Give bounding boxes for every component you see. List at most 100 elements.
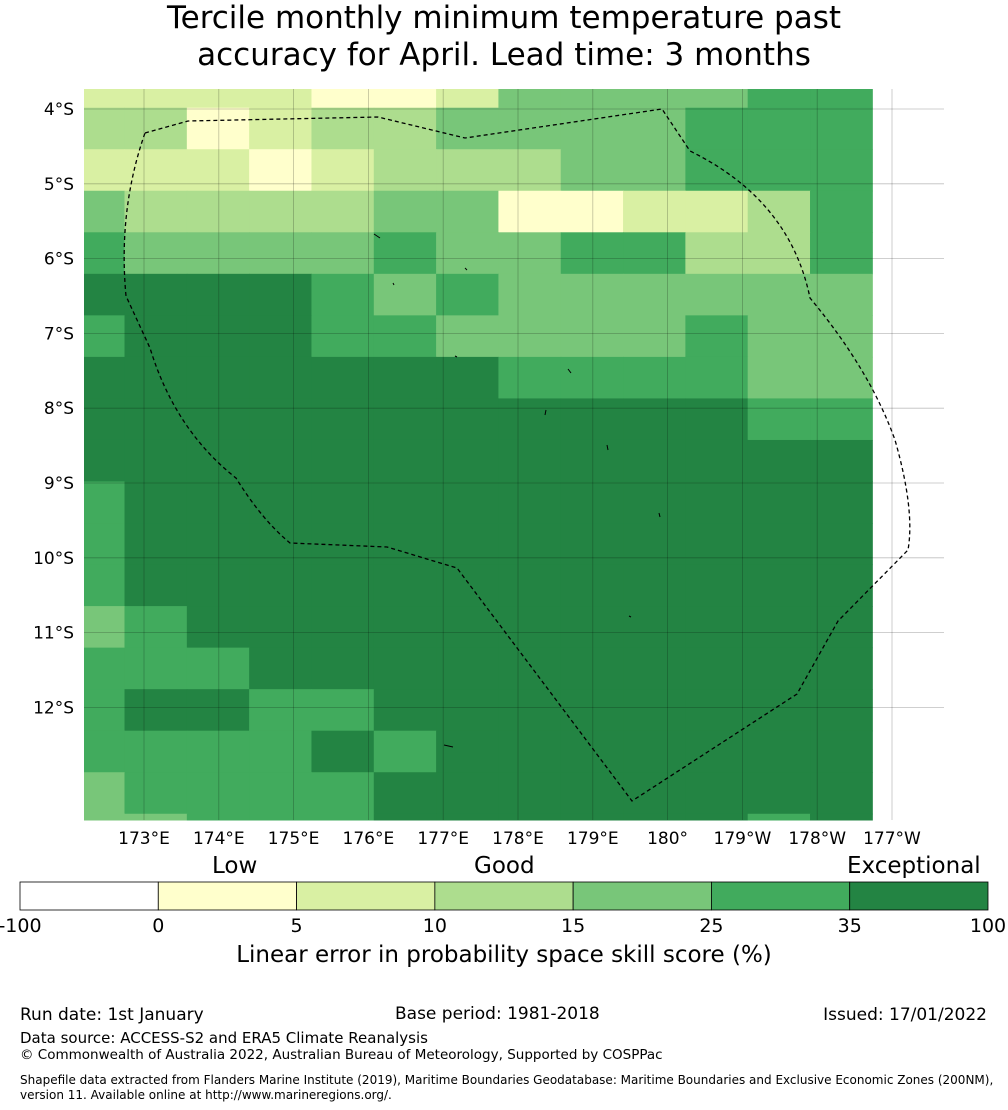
grid-cell — [560, 398, 624, 441]
grid-cell — [810, 89, 873, 109]
grid-cell — [685, 564, 749, 607]
grid-cell — [311, 689, 375, 732]
grid-cell — [124, 647, 188, 690]
grid-cell — [124, 273, 188, 316]
grid-cell — [373, 813, 437, 821]
grid-cell — [623, 273, 686, 316]
grid-cell — [685, 356, 749, 399]
island — [464, 267, 468, 271]
grid-cell — [685, 232, 749, 275]
longitude-label: 179°W — [714, 829, 772, 849]
grid-cell — [623, 647, 686, 690]
grid-cell — [623, 523, 686, 566]
grid-cell — [311, 356, 375, 399]
grid-cell — [623, 356, 686, 399]
grid-cell — [311, 772, 375, 815]
grid-cell — [498, 232, 562, 275]
island — [454, 355, 458, 358]
grid-cell — [810, 730, 873, 773]
grid-cell — [623, 149, 686, 192]
grid-cell — [810, 689, 873, 732]
island — [373, 233, 381, 239]
grid-cell — [373, 398, 437, 441]
grid-cell — [685, 689, 749, 732]
grid-cell — [84, 439, 126, 482]
latitude-label: 5°S — [44, 175, 74, 195]
grid-cell — [436, 107, 499, 150]
grid-cell — [623, 398, 686, 441]
grid-cell — [560, 772, 624, 815]
grid-cell — [249, 398, 312, 441]
grid-cell — [685, 89, 749, 109]
grid-cell — [124, 730, 188, 773]
colorbar-bin — [19, 881, 159, 911]
longitude-label: 178°W — [788, 829, 846, 849]
grid-cell — [249, 689, 312, 732]
colorbar-bin — [296, 881, 436, 911]
grid-cell — [623, 564, 686, 607]
grid-cell — [623, 190, 686, 233]
grid-cell — [249, 107, 312, 150]
grid-cell — [186, 689, 250, 732]
grid-cell — [311, 398, 375, 441]
latitude-label: 7°S — [44, 324, 74, 344]
grid-cell — [623, 232, 686, 275]
grid-cell — [498, 315, 562, 358]
base-period: Base period: 1981-2018 — [395, 1004, 600, 1024]
grid-cell — [186, 564, 250, 607]
grid-cell — [810, 398, 873, 441]
grid-cell — [498, 813, 562, 821]
data-source: Data source: ACCESS-S2 and ERA5 Climate … — [20, 1029, 428, 1047]
islands — [373, 233, 661, 748]
grid-cell — [249, 190, 312, 233]
grid-cell — [560, 523, 624, 566]
grid-cell — [84, 813, 126, 821]
grid-cell — [124, 356, 188, 399]
grid-cell — [311, 232, 375, 275]
graticule — [84, 89, 944, 820]
grid-cell — [810, 647, 873, 690]
grid-cell — [436, 481, 499, 524]
latitude-label: 8°S — [44, 399, 74, 419]
grid-cell — [186, 606, 250, 649]
grid-cell — [747, 481, 811, 524]
grid-cell — [124, 190, 188, 233]
grid-cell — [436, 439, 499, 482]
grid-cell — [685, 190, 749, 233]
grid-cell — [186, 107, 250, 150]
grid-cell — [560, 356, 624, 399]
grid-cell — [747, 232, 811, 275]
grid-cell — [560, 89, 624, 109]
grid-cell — [373, 232, 437, 275]
latitude-label: 4°S — [44, 100, 74, 120]
colorbar-bin — [434, 881, 574, 911]
grid-cell — [685, 813, 749, 821]
grid-cell — [498, 149, 562, 192]
grid-cell — [373, 523, 437, 566]
colorbar-bin — [157, 881, 297, 911]
grid-cell — [560, 730, 624, 773]
island — [544, 409, 547, 416]
grid-cell — [249, 149, 312, 192]
grid-cell — [436, 398, 499, 441]
grid-cell — [84, 356, 126, 399]
grid-cell — [436, 315, 499, 358]
grid-cell — [560, 813, 624, 821]
grid-cell — [747, 523, 811, 566]
grid-cell — [124, 606, 188, 649]
category-exceptional: Exceptional — [847, 853, 981, 879]
grid-cell — [186, 89, 250, 109]
grid-cell — [311, 439, 375, 482]
grid-cell — [373, 647, 437, 690]
grid-cell — [186, 813, 250, 821]
grid-cell — [186, 523, 250, 566]
grid-cell — [810, 149, 873, 192]
grid-cell — [498, 273, 562, 316]
grid-cell — [124, 89, 188, 109]
grid-cell — [84, 606, 126, 649]
grid-cell — [685, 149, 749, 192]
grid-cell — [84, 772, 126, 815]
grid-cell — [560, 647, 624, 690]
latitude-label: 10°S — [33, 549, 74, 569]
grid-cell — [810, 315, 873, 358]
